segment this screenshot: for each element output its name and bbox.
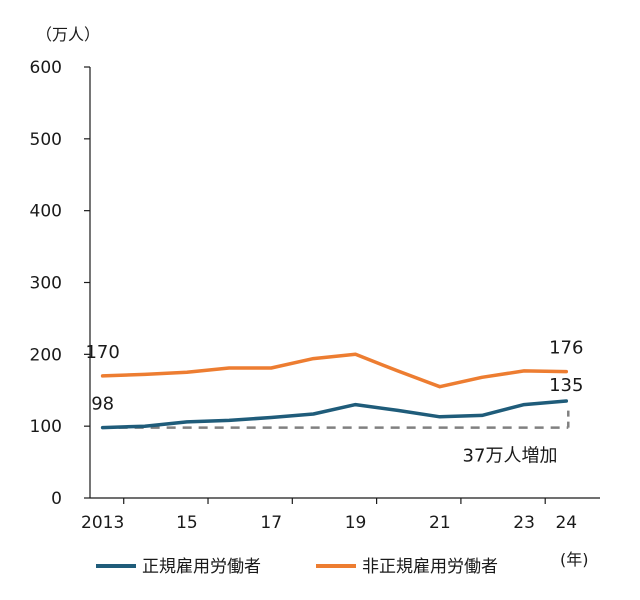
y-axis-unit: （万人） xyxy=(36,25,100,44)
data-label-start: 170 xyxy=(85,342,119,363)
x-tick-label: 2013 xyxy=(81,513,124,533)
y-tick-label: 400 xyxy=(30,202,62,222)
series-lines xyxy=(100,352,569,430)
x-tick-label: 23 xyxy=(513,513,535,533)
legend-label-regular: 正規雇用労働者 xyxy=(142,557,261,577)
x-tick-label: 21 xyxy=(429,513,451,533)
legend: 正規雇用労働者 非正規雇用労働者 (年) xyxy=(96,550,589,577)
x-tick-label: 24 xyxy=(555,513,577,533)
y-tick-label: 300 xyxy=(30,274,62,294)
x-axis-unit: (年) xyxy=(560,550,589,569)
series-line-nonregular xyxy=(100,352,569,389)
x-tick-label: 17 xyxy=(260,513,282,533)
y-axis-ticks: 0 100 200 300 400 500 600 xyxy=(30,58,90,509)
x-axis-ticks: 2013 15 17 19 21 23 24 xyxy=(81,498,577,533)
x-tick-label: 19 xyxy=(345,513,367,533)
data-label-end: 176 xyxy=(549,338,583,359)
legend-label-nonregular: 非正規雇用労働者 xyxy=(362,557,498,577)
data-label-start: 98 xyxy=(91,394,114,415)
x-tick-label: 15 xyxy=(176,513,198,533)
increase-annotation: 37万人増加 xyxy=(102,409,570,467)
data-labels: 98 135 170 176 xyxy=(85,338,583,415)
y-tick-label: 0 xyxy=(51,489,62,509)
y-tick-label: 100 xyxy=(30,417,62,437)
increase-annotation-label: 37万人増加 xyxy=(463,446,558,467)
data-label-end: 135 xyxy=(549,375,583,396)
y-tick-label: 500 xyxy=(30,130,62,150)
y-tick-label: 600 xyxy=(30,58,62,78)
y-tick-label: 200 xyxy=(30,345,62,365)
series-line-regular xyxy=(100,399,569,430)
